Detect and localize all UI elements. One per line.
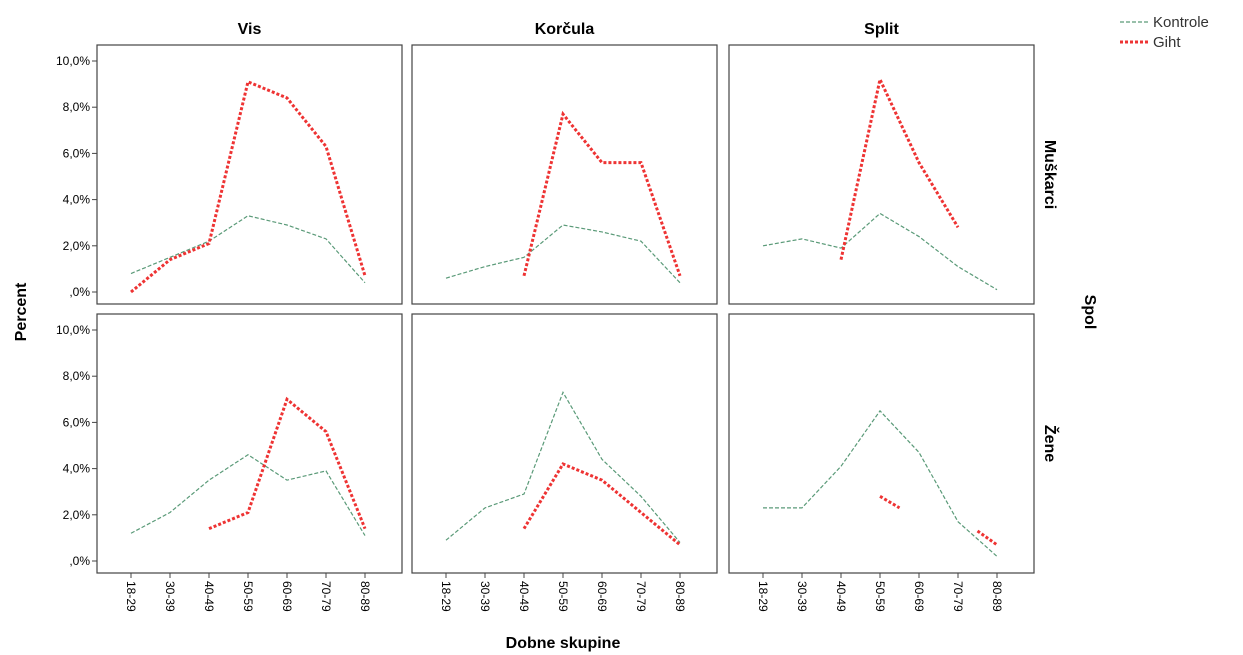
y-tick-label: 8,0% <box>63 100 91 114</box>
series-line-kontrole <box>130 454 366 536</box>
series-line-giht <box>522 110 682 277</box>
series-line-giht-fragment <box>976 529 998 547</box>
panel-frame <box>728 44 1035 305</box>
panel-0-0: ,0% 2,0% 4,0% 6,0% 8,0% 10,0% <box>56 44 403 305</box>
series-line-kontrole <box>762 212 998 291</box>
y-tick-label: 6,0% <box>63 146 91 160</box>
series-line-kontrole <box>445 224 681 284</box>
x-tick-label: 50-59 <box>556 581 570 612</box>
x-tick-label: 30-39 <box>795 581 809 612</box>
series-line-kontrole <box>763 409 998 557</box>
panel-1-2: 18-29 30-39 40-49 50-59 60-69 70-79 80-89 <box>728 313 1035 612</box>
series-line-kontrole <box>130 215 366 284</box>
panel-0-1 <box>411 44 718 305</box>
x-tick-label: 80-89 <box>673 581 687 612</box>
series-line-kontrole <box>445 390 681 543</box>
x-tick-label: 40-49 <box>517 581 531 612</box>
panel-frame <box>411 44 718 305</box>
y-tick-label: 4,0% <box>63 193 91 207</box>
panel-frame <box>96 44 403 305</box>
y-tick-label: 8,0% <box>63 369 91 383</box>
y-tick-label: 4,0% <box>63 462 91 476</box>
labels-layer: Percent Dobne skupine Spol <box>13 282 1098 652</box>
row-title-1: Žene <box>1041 425 1060 462</box>
x-tick-label: 18-29 <box>124 581 138 612</box>
x-tick-label: 80-89 <box>990 581 1004 612</box>
y-tick-label: 2,0% <box>63 508 91 522</box>
panel-frame <box>96 313 403 574</box>
series-line-giht <box>839 74 960 260</box>
x-tick-label: 18-29 <box>439 581 453 612</box>
y-tick-label: 10,0% <box>56 54 90 68</box>
x-tick-label: 60-69 <box>912 581 926 612</box>
x-tick-label: 60-69 <box>280 581 294 612</box>
x-tick-label: 70-79 <box>951 581 965 612</box>
y-tick-label: ,0% <box>69 285 90 299</box>
y-tick-label: 6,0% <box>63 415 91 429</box>
series-line-giht <box>208 396 367 531</box>
series-line-giht <box>130 79 367 294</box>
x-tick-label: 18-29 <box>756 581 770 612</box>
series-line-giht-fragment <box>879 495 901 510</box>
column-title-0: Vis <box>238 21 262 38</box>
y-tick-label: 10,0% <box>56 323 90 337</box>
legend: Kontrole Giht <box>1120 14 1209 51</box>
panel-frame <box>411 313 718 574</box>
panel-1-1: 18-29 30-39 40-49 50-59 60-69 70-79 80-89 <box>411 313 718 612</box>
panel-1-0: ,0% 2,0% 4,0% 6,0% 8,0% 10,0% 18-29 30-39 40-49 5… <box>56 313 403 612</box>
y-tick-label: ,0% <box>69 554 90 568</box>
legend-label-giht: Giht <box>1153 34 1181 51</box>
x-tick-label: 60-69 <box>595 581 609 612</box>
y-axis-title: Percent <box>13 282 30 341</box>
x-tick-label: 30-39 <box>478 581 492 612</box>
x-tick-label: 30-39 <box>163 581 177 612</box>
facet-row-title: Spol <box>1081 295 1098 330</box>
x-tick-label: 70-79 <box>634 581 648 612</box>
x-tick-label: 50-59 <box>873 581 887 612</box>
y-tick-label: 2,0% <box>63 239 91 253</box>
legend-label-kontrole: Kontrole <box>1153 14 1209 31</box>
column-title-1: Korčula <box>535 21 595 38</box>
x-tick-label: 70-79 <box>319 581 333 612</box>
panels-layer: Vis Korčula Split Muškarci Žene ,0% 2,0% 4,0% 6,… <box>56 21 1060 612</box>
x-tick-label: 50-59 <box>241 581 255 612</box>
row-title-0: Muškarci <box>1041 140 1058 209</box>
series-line-giht <box>522 462 681 546</box>
x-tick-label: 80-89 <box>358 581 372 612</box>
x-tick-label: 40-49 <box>202 581 216 612</box>
column-title-2: Split <box>864 21 899 38</box>
panel-frame <box>728 313 1035 574</box>
panel-0-2 <box>728 44 1035 305</box>
x-tick-label: 40-49 <box>834 581 848 612</box>
x-axis-title: Dobne skupine <box>506 635 621 652</box>
